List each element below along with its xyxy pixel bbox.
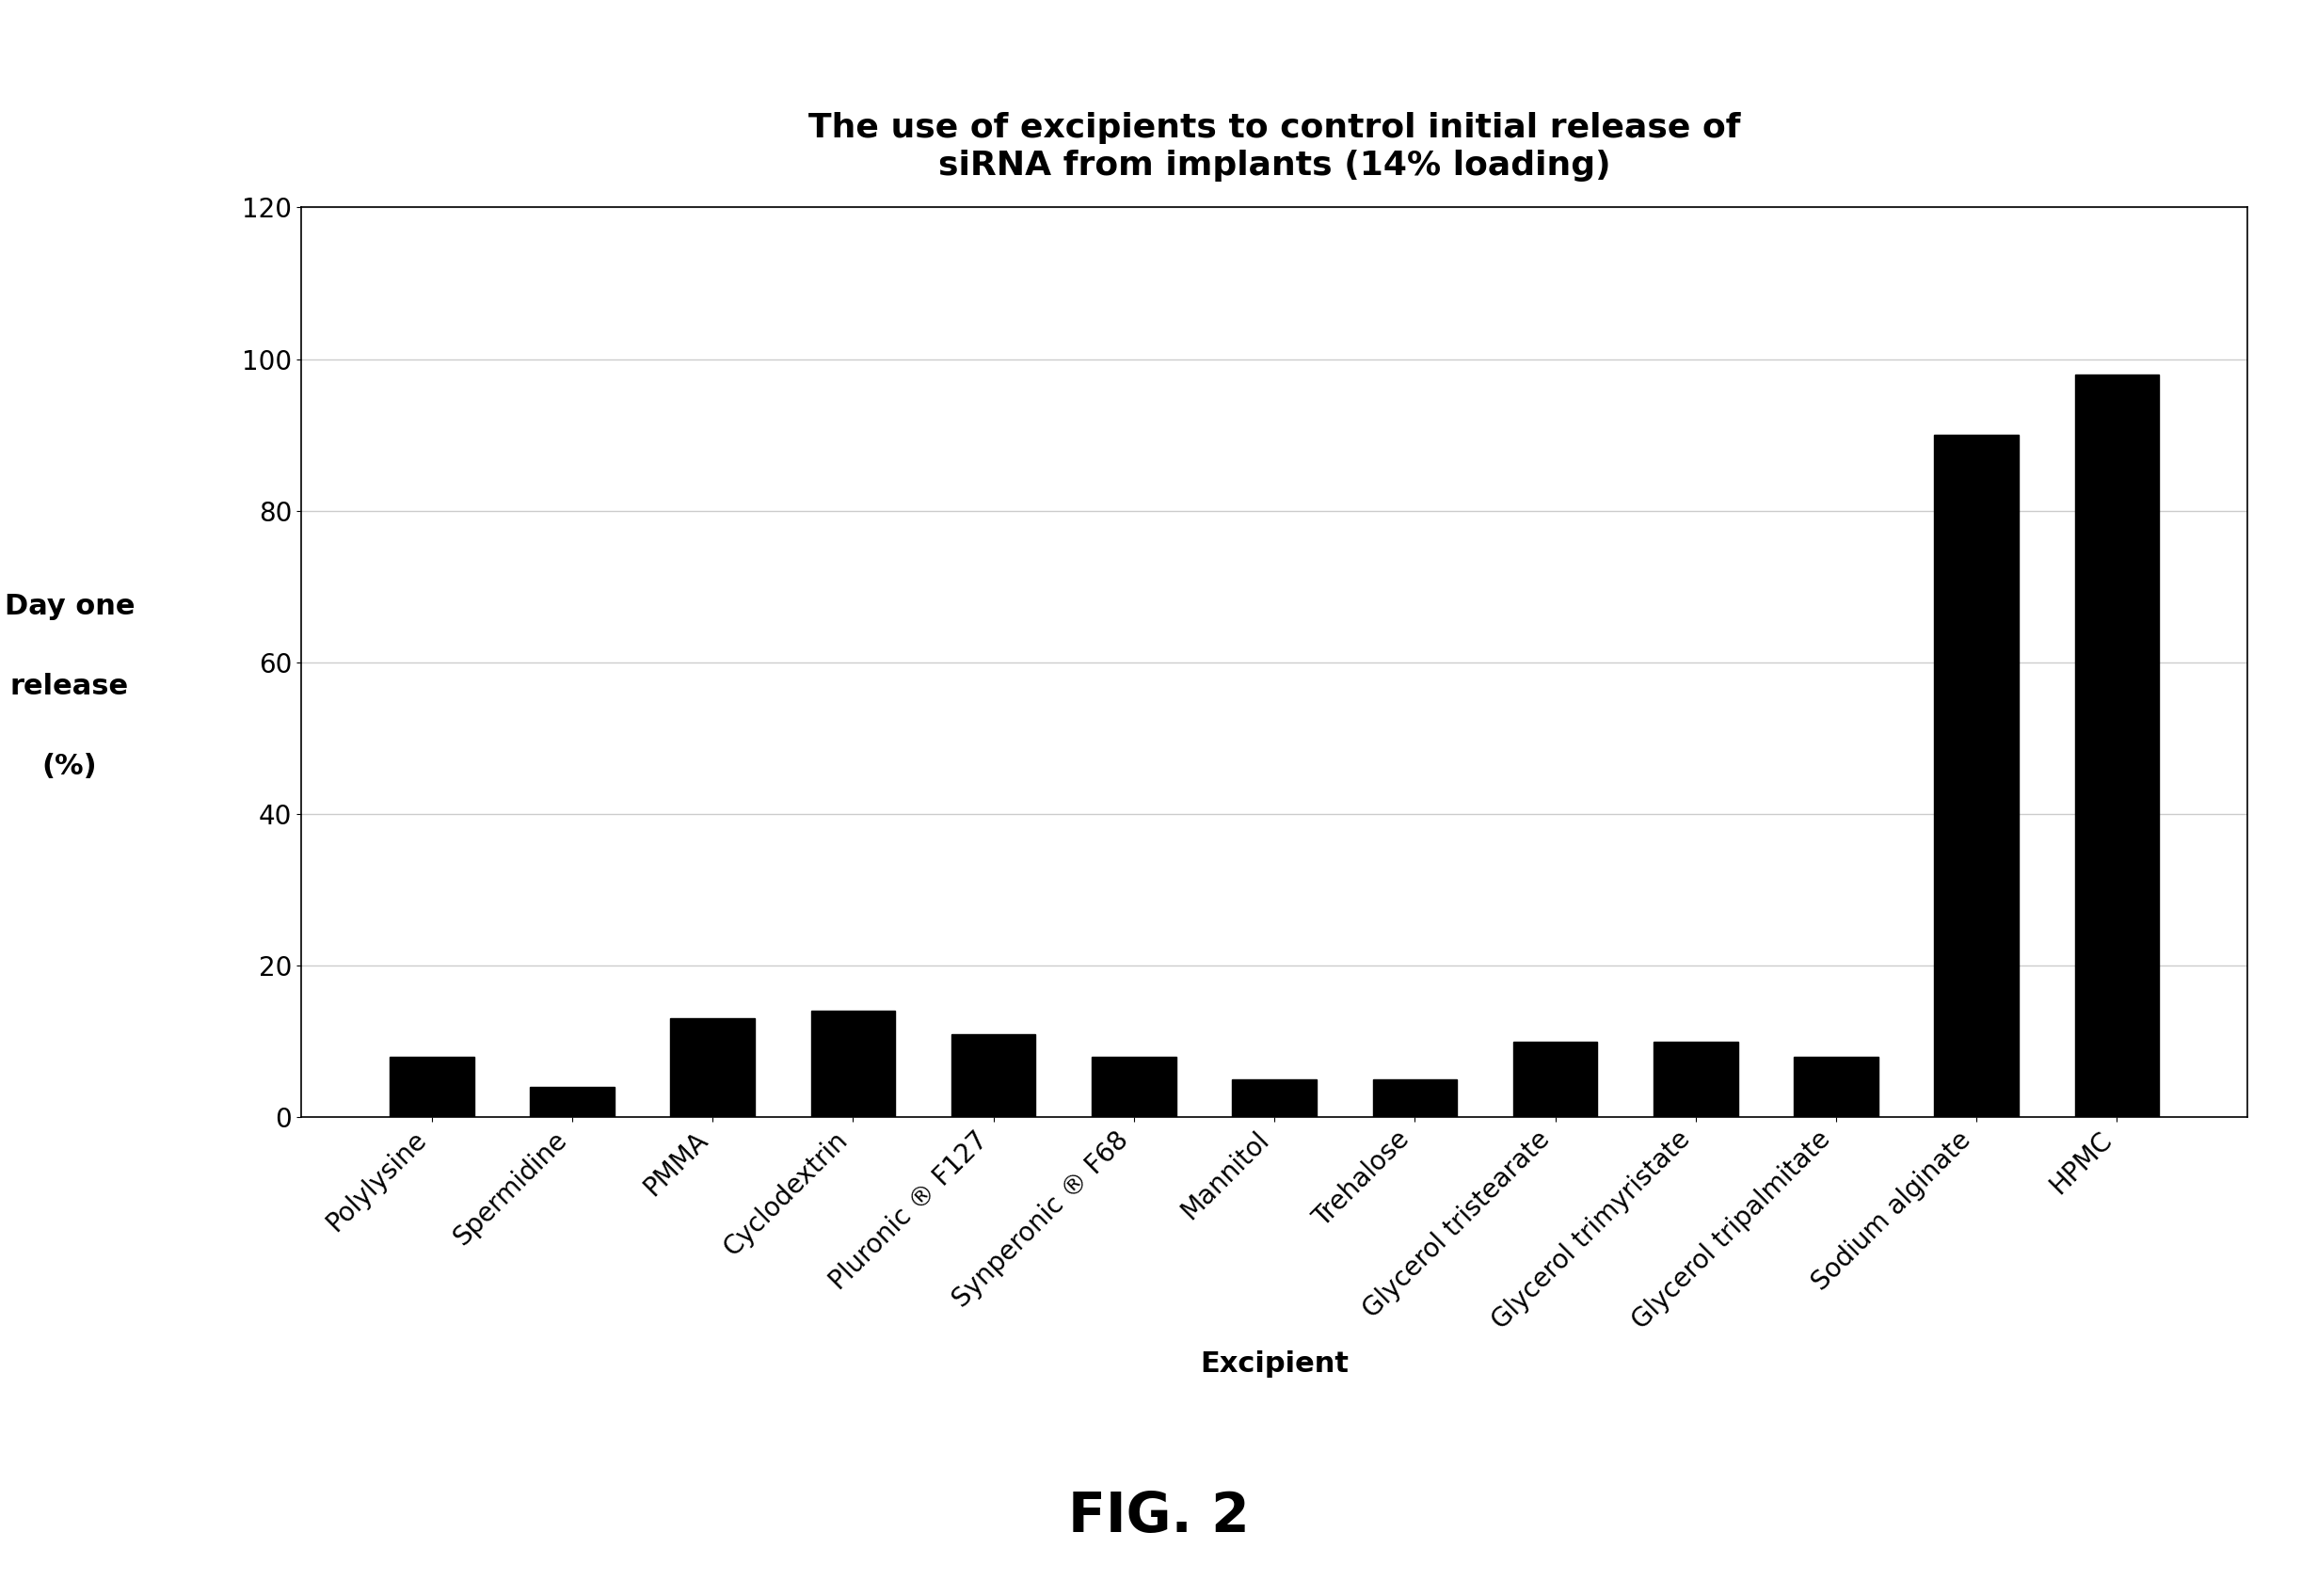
Bar (952, 1034, 1036, 1117)
Bar (1513, 1042, 1596, 1117)
Bar (670, 1018, 755, 1117)
Text: release: release (9, 672, 130, 701)
Text: FIG. 2: FIG. 2 (1068, 1489, 1249, 1543)
Text: (%): (%) (42, 752, 97, 780)
X-axis label: Excipient: Excipient (1200, 1350, 1348, 1377)
Text: Day one: Day one (5, 592, 134, 621)
Title: The use of excipients to control initial release of
siRNA from implants (14% loa: The use of excipients to control initial… (809, 112, 1740, 182)
Bar (2074, 375, 2159, 1117)
Bar (1935, 436, 2018, 1117)
Bar (1091, 1057, 1177, 1117)
Bar (811, 1012, 894, 1117)
Bar (1372, 1079, 1457, 1117)
Bar (1793, 1057, 1879, 1117)
Bar (389, 1057, 475, 1117)
Bar (531, 1087, 614, 1117)
Bar (1233, 1079, 1316, 1117)
Bar (1654, 1042, 1738, 1117)
